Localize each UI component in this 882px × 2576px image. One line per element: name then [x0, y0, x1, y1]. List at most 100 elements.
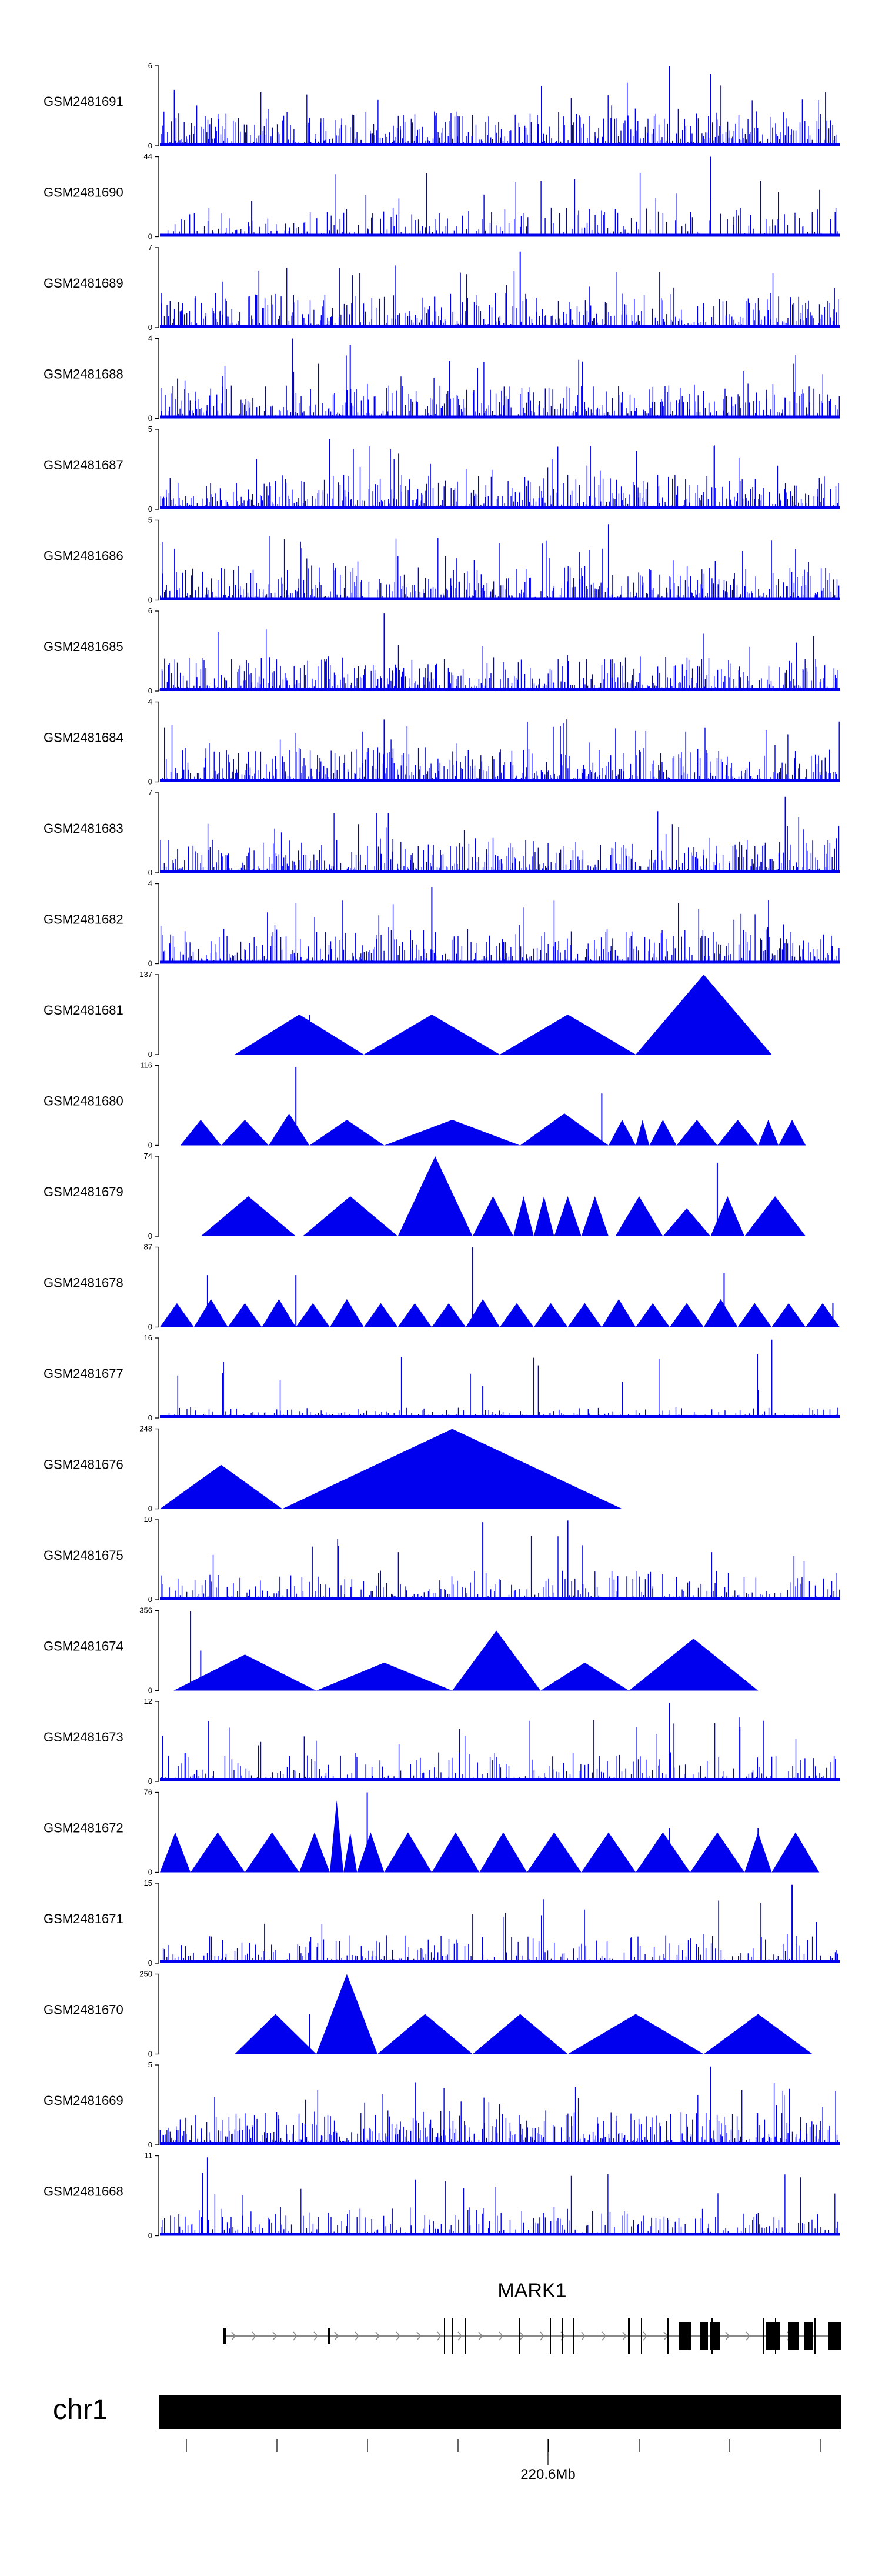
signal-GSM2481672	[160, 1792, 820, 1873]
coverage-tracks: GSM248169160GSM2481690440GSM248168970GSM…	[44, 61, 840, 2240]
strand-arrow	[478, 2331, 483, 2341]
track-label: GSM2481669	[44, 2093, 123, 2108]
y-zero-tick-label: 0	[148, 686, 152, 695]
y-max-tick-label: 4	[148, 698, 152, 706]
signal-peak	[636, 1832, 690, 1873]
exon-marker	[667, 2318, 669, 2354]
track-GSM2481682: GSM2481682 4 0	[44, 879, 840, 968]
y-max-tick-label: 248	[139, 1424, 152, 1433]
signal-GSM2481673	[160, 1703, 840, 1781]
signal-peak	[472, 2014, 568, 2054]
y-zero-tick-label: 0	[148, 323, 152, 332]
y-zero-tick-label: 0	[148, 959, 152, 968]
y-zero-tick-label: 0	[148, 778, 152, 786]
y-zero-tick-label: 0	[148, 2140, 152, 2149]
signal-GSM2481685	[159, 613, 840, 691]
strand-arrow	[252, 2331, 257, 2341]
signal-peak	[703, 2014, 813, 2054]
signal-peak	[527, 1832, 582, 1873]
signal-peak	[397, 1303, 432, 1327]
y-zero-tick-label: 0	[148, 1868, 152, 1877]
signal-baseline	[160, 597, 840, 600]
signal-coverage	[160, 719, 840, 782]
track-GSM2481668: GSM2481668 11 0	[44, 2151, 840, 2240]
signal-GSM2481669	[159, 2066, 840, 2145]
track-label: GSM2481679	[44, 1184, 123, 1199]
genomic-position-label: 220.6Mb	[520, 2467, 575, 2482]
track-GSM2481679: GSM2481679 74 0	[44, 1152, 806, 1240]
signal-peak	[397, 1156, 473, 1236]
signal-coverage	[161, 1717, 840, 1781]
signal-baseline	[160, 779, 840, 782]
y-zero-tick-label: 0	[148, 1504, 152, 1513]
y-zero-tick-label: 0	[148, 141, 152, 150]
track-label: GSM2481677	[44, 1366, 123, 1381]
y-max-tick-label: 6	[148, 61, 152, 70]
signal-peak	[377, 2014, 473, 2054]
strand-arrow	[416, 2331, 422, 2341]
track-label: GSM2481672	[44, 1821, 123, 1836]
y-zero-tick-label: 0	[148, 1958, 152, 1967]
track-label: GSM2481683	[44, 821, 123, 836]
exon-block	[700, 2322, 708, 2350]
track-label: GSM2481690	[44, 185, 123, 200]
y-max-tick-label: 116	[140, 1061, 152, 1070]
exon-block	[788, 2322, 799, 2350]
exon-marker	[550, 2318, 551, 2354]
track-label: GSM2481682	[44, 912, 123, 927]
signal-peak	[302, 1196, 398, 1236]
y-zero-tick-label: 0	[148, 2050, 152, 2058]
signal-GSM2481678	[160, 1247, 840, 1327]
exon-marker	[573, 2318, 574, 2354]
track-label: GSM2481673	[44, 1730, 123, 1744]
signal-peak	[520, 1113, 609, 1146]
exon-block	[804, 2322, 813, 2350]
exon-marker	[452, 2318, 453, 2354]
track-GSM2481680: GSM2481680 116 0	[44, 1061, 806, 1150]
track-GSM2481684: GSM2481684 4 0	[44, 698, 840, 786]
signal-peak	[479, 1832, 527, 1873]
signal-peak	[452, 1630, 541, 1691]
track-GSM2481687: GSM2481687 5 0	[44, 425, 840, 513]
track-label: GSM2481681	[44, 1003, 123, 1017]
track-label: GSM2481678	[44, 1276, 123, 1290]
signal-GSM2481684	[160, 719, 840, 782]
signal-peak	[717, 1119, 759, 1146]
track-GSM2481674: GSM2481674 356 0	[44, 1606, 759, 1695]
signal-baseline	[160, 870, 840, 873]
signal-peak	[316, 1662, 453, 1691]
y-zero-tick-label: 0	[148, 596, 152, 605]
signal-GSM2481675	[160, 1520, 840, 1600]
signal-GSM2481689	[160, 251, 840, 328]
signal-peak	[581, 1196, 609, 1236]
signal-peak	[581, 1832, 636, 1873]
signal-peak	[602, 1299, 636, 1327]
signal-peak	[737, 1303, 772, 1327]
y-zero-tick-label: 0	[148, 1141, 152, 1150]
y-max-tick-label: 44	[144, 152, 152, 161]
signal-peak	[636, 1303, 670, 1327]
y-zero-tick-label: 0	[148, 1777, 152, 1786]
track-label: GSM2481688	[44, 367, 123, 382]
exon-marker	[328, 2328, 330, 2344]
signal-baseline	[160, 506, 840, 509]
exon-marker	[562, 2318, 563, 2354]
signal-peak	[758, 1119, 779, 1146]
signal-GSM2481676	[160, 1429, 623, 1509]
signal-peak	[343, 1832, 358, 1873]
signal-peak	[299, 1832, 330, 1873]
track-GSM2481670: GSM2481670 250 0	[44, 1970, 813, 2058]
signal-coverage	[161, 1536, 840, 1600]
gene-track-mark1: MARK1	[223, 2280, 841, 2354]
signal-GSM2481683	[160, 796, 840, 873]
signal-peak	[160, 1832, 191, 1873]
track-label: GSM2481675	[44, 1548, 123, 1563]
signal-peak	[500, 1303, 534, 1327]
signal-peak	[500, 1015, 636, 1055]
signal-coverage	[160, 900, 840, 964]
genomic-axis-ticks	[186, 2439, 821, 2465]
signal-peak	[710, 1196, 745, 1236]
signal-peak	[235, 2014, 316, 2054]
exon-block	[828, 2322, 841, 2350]
